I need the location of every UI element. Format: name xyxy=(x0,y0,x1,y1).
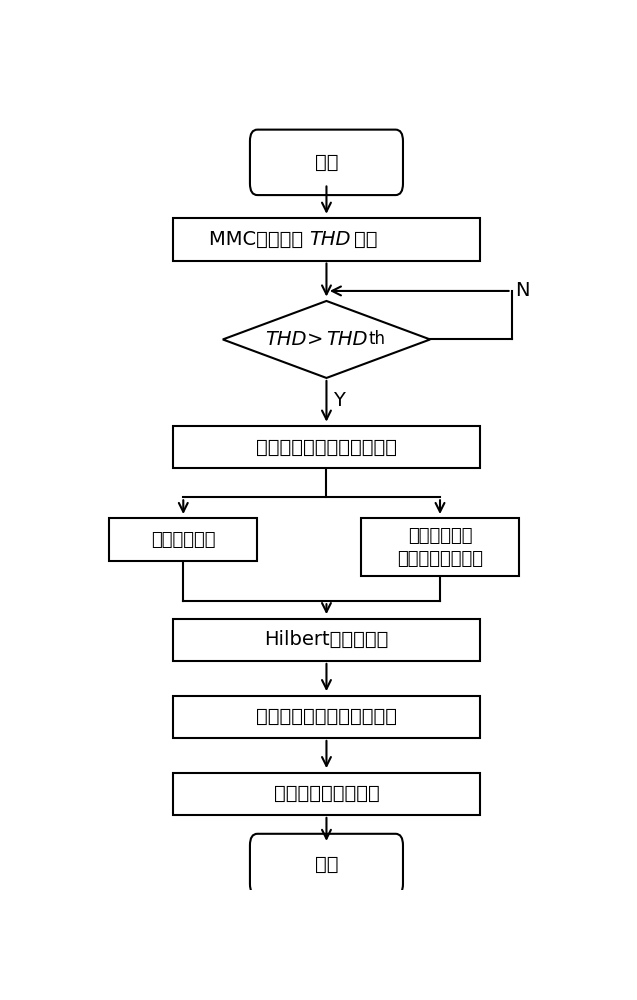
Text: 高频近似信号
（明显故障信息）: 高频近似信号 （明显故障信息） xyxy=(397,527,483,568)
Text: 低频近似信号: 低频近似信号 xyxy=(151,531,215,549)
Text: 故障子模块诊断结果: 故障子模块诊断结果 xyxy=(273,784,380,803)
FancyBboxPatch shape xyxy=(250,130,403,195)
Text: >: > xyxy=(307,330,323,349)
Text: 结束: 结束 xyxy=(315,855,338,874)
Polygon shape xyxy=(173,426,480,468)
Polygon shape xyxy=(173,773,480,815)
Text: MMC桥臂电流: MMC桥臂电流 xyxy=(209,230,309,249)
Text: 计算: 计算 xyxy=(354,230,377,249)
Text: Hilbert包络谱分析: Hilbert包络谱分析 xyxy=(264,630,389,649)
Polygon shape xyxy=(173,696,480,738)
Text: 开始: 开始 xyxy=(315,153,338,172)
Text: THD: THD xyxy=(309,230,351,249)
Text: N: N xyxy=(515,281,529,300)
Text: Y: Y xyxy=(333,391,345,410)
Polygon shape xyxy=(223,301,430,378)
Text: THD: THD xyxy=(265,330,307,349)
Polygon shape xyxy=(173,218,480,261)
Text: 故障桥臂电容电压小波变换: 故障桥臂电容电压小波变换 xyxy=(256,438,397,457)
Polygon shape xyxy=(173,619,480,661)
Polygon shape xyxy=(110,518,257,561)
Polygon shape xyxy=(361,518,519,576)
Text: th: th xyxy=(368,330,385,348)
Text: THD: THD xyxy=(327,330,368,349)
FancyBboxPatch shape xyxy=(250,834,403,895)
Text: 基于马氏距离的离群点检测: 基于马氏距离的离群点检测 xyxy=(256,707,397,726)
